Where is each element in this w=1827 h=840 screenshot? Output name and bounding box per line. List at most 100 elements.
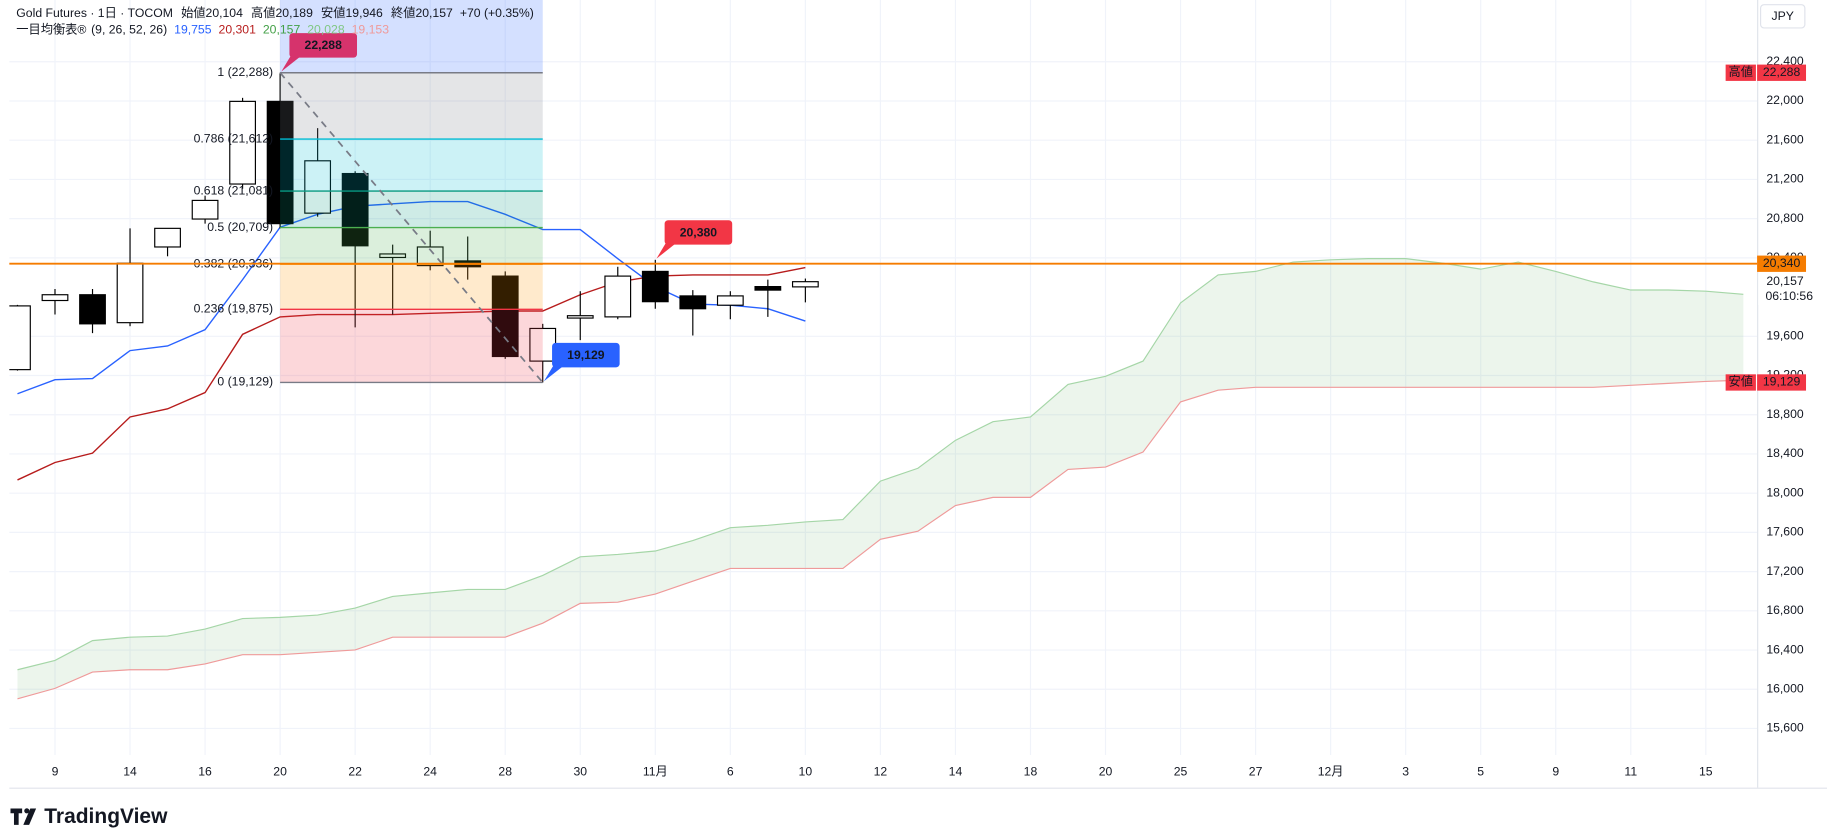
candle-body — [116, 262, 144, 324]
callout-box — [289, 33, 358, 58]
header-line: Gold Futures · 1日 · TOCOM 始値20,104 高値20,18… — [16, 5, 534, 20]
indicator-line: 一目均衡表® (9, 26, 52, 26) 19,755 20,301 20,157 2… — [16, 23, 389, 37]
ichimoku-line — [17, 266, 806, 481]
fib-label: 1 (22,288) — [217, 65, 273, 79]
currency-button[interactable]: JPY — [1760, 4, 1806, 29]
candle-body — [191, 199, 219, 220]
ohlc-value: 19,946 — [345, 6, 383, 20]
x-tick-label: 22 — [348, 765, 362, 779]
y-tick-label: 22,400 — [1766, 54, 1804, 68]
fib-trend-line — [279, 72, 544, 384]
y-tick-label: 15,600 — [1766, 721, 1804, 735]
price-badge-label: 20,340 — [1763, 256, 1801, 270]
currency-label[interactable]: JPY — [1772, 9, 1794, 23]
ohlc-label: 始値 — [181, 5, 205, 20]
callout-pointer — [281, 54, 304, 72]
ohlc-value: 20,157 — [415, 6, 453, 20]
axes: 15,600 16,000 16,400 16,800 17,200 17,600 18,0… — [52, 54, 1824, 779]
brand-name: TradingView — [44, 805, 168, 828]
x-tick-label: 27 — [1249, 765, 1263, 779]
candle-body — [41, 294, 69, 302]
fib-label: 0.236 (19,875) — [194, 302, 273, 316]
x-tick-label: 25 — [1174, 765, 1188, 779]
x-tick-label: 5 — [1477, 765, 1484, 779]
price-badge — [1757, 255, 1807, 272]
cloud-fill — [17, 258, 1744, 699]
candle-body — [304, 160, 332, 214]
ichimoku-line — [17, 200, 806, 395]
y-tick-label: 17,600 — [1766, 525, 1804, 539]
senkou-span-b — [17, 379, 1744, 700]
ohlc-value: 20,104 — [206, 6, 244, 20]
callout-label: 19,129 — [567, 348, 605, 362]
ohlc-value: 20,189 — [276, 6, 314, 20]
candle-body — [566, 315, 594, 319]
indicator-params: (9, 26, 52, 26) — [91, 23, 167, 37]
x-tick-label: 14 — [123, 765, 137, 779]
y-tick-label: 16,400 — [1766, 642, 1804, 656]
fib-label: 0.618 (21,081) — [194, 183, 273, 197]
candle-body — [679, 295, 707, 310]
logo-mark — [10, 808, 23, 825]
last-price-bg — [1758, 273, 1824, 305]
x-tick-label: 30 — [573, 765, 587, 779]
price-badge-name: 高値 — [1729, 64, 1753, 79]
candle-body — [641, 270, 669, 303]
candle-body — [529, 327, 557, 362]
last-price: 20,157 — [1766, 274, 1804, 288]
y-tick-label: 16,000 — [1766, 681, 1804, 695]
price-badge — [1757, 64, 1807, 81]
fib-label: 0.5 (20,709) — [207, 220, 273, 234]
price-badge-label: 22,288 — [1763, 65, 1801, 79]
logo-mark — [23, 808, 37, 825]
brand-logo: TradingView — [10, 805, 168, 828]
y-tick-label: 18,400 — [1766, 446, 1804, 460]
callout-label: 22,288 — [305, 38, 343, 52]
currency-box[interactable] — [1760, 4, 1806, 29]
y-tick-label: 19,600 — [1766, 329, 1804, 343]
candle-body — [341, 172, 369, 247]
y-tick-label: 20,800 — [1766, 211, 1804, 225]
candle-body — [416, 246, 444, 267]
callout-label: 20,380 — [680, 225, 718, 239]
ohlc-label: 終値 — [391, 5, 415, 20]
x-tick-label: 16 — [198, 765, 212, 779]
x-tick-label: 11 — [1624, 765, 1637, 779]
callout-box — [664, 220, 733, 245]
candle-body — [266, 100, 294, 225]
ohlc-label: 安値 — [321, 5, 345, 20]
indicator-value: 20,157 — [263, 23, 301, 37]
candle-body — [604, 275, 632, 318]
candle-body — [491, 275, 519, 358]
x-tick-label: 11月 — [643, 765, 668, 779]
fib-zone — [280, 72, 543, 140]
indicator-value: 20,028 — [307, 23, 345, 37]
indicator-value: 19,755 — [174, 23, 212, 37]
y-tick-label: 17,200 — [1766, 564, 1804, 578]
candle-body — [754, 286, 782, 291]
x-tick-label: 10 — [799, 765, 813, 779]
candle-body — [229, 100, 256, 185]
indicator-value: 20,301 — [219, 23, 257, 37]
indicator-name: 一目均衡表® — [16, 23, 86, 37]
candle-body — [379, 253, 407, 259]
fib-zone — [280, 227, 543, 265]
candle-body — [791, 281, 819, 288]
y-tick-label: 21,200 — [1766, 172, 1804, 186]
drawings: 1 (22,288) 0.786 (21,612) 0.618 (21,081) 0.… — [9, 0, 1758, 389]
fib-zone — [280, 309, 543, 383]
price-badge-label: 19,129 — [1763, 375, 1801, 389]
x-tick-label: 6 — [727, 765, 734, 779]
candle-body — [79, 294, 106, 325]
y-tick-label: 16,800 — [1766, 603, 1804, 617]
x-tick-label: 15 — [1699, 765, 1713, 779]
fib-zone — [280, 264, 543, 310]
y-tick-label: 18,800 — [1766, 407, 1804, 421]
fib-label: 0 (19,129) — [217, 375, 273, 389]
x-tick-label: 9 — [1552, 765, 1559, 779]
candle-body — [154, 227, 181, 248]
fib-zone — [280, 139, 543, 192]
price-badge-name-box — [1725, 64, 1756, 81]
x-tick-label: 24 — [423, 765, 437, 779]
fib-label: 0.786 (21,612) — [194, 131, 273, 145]
